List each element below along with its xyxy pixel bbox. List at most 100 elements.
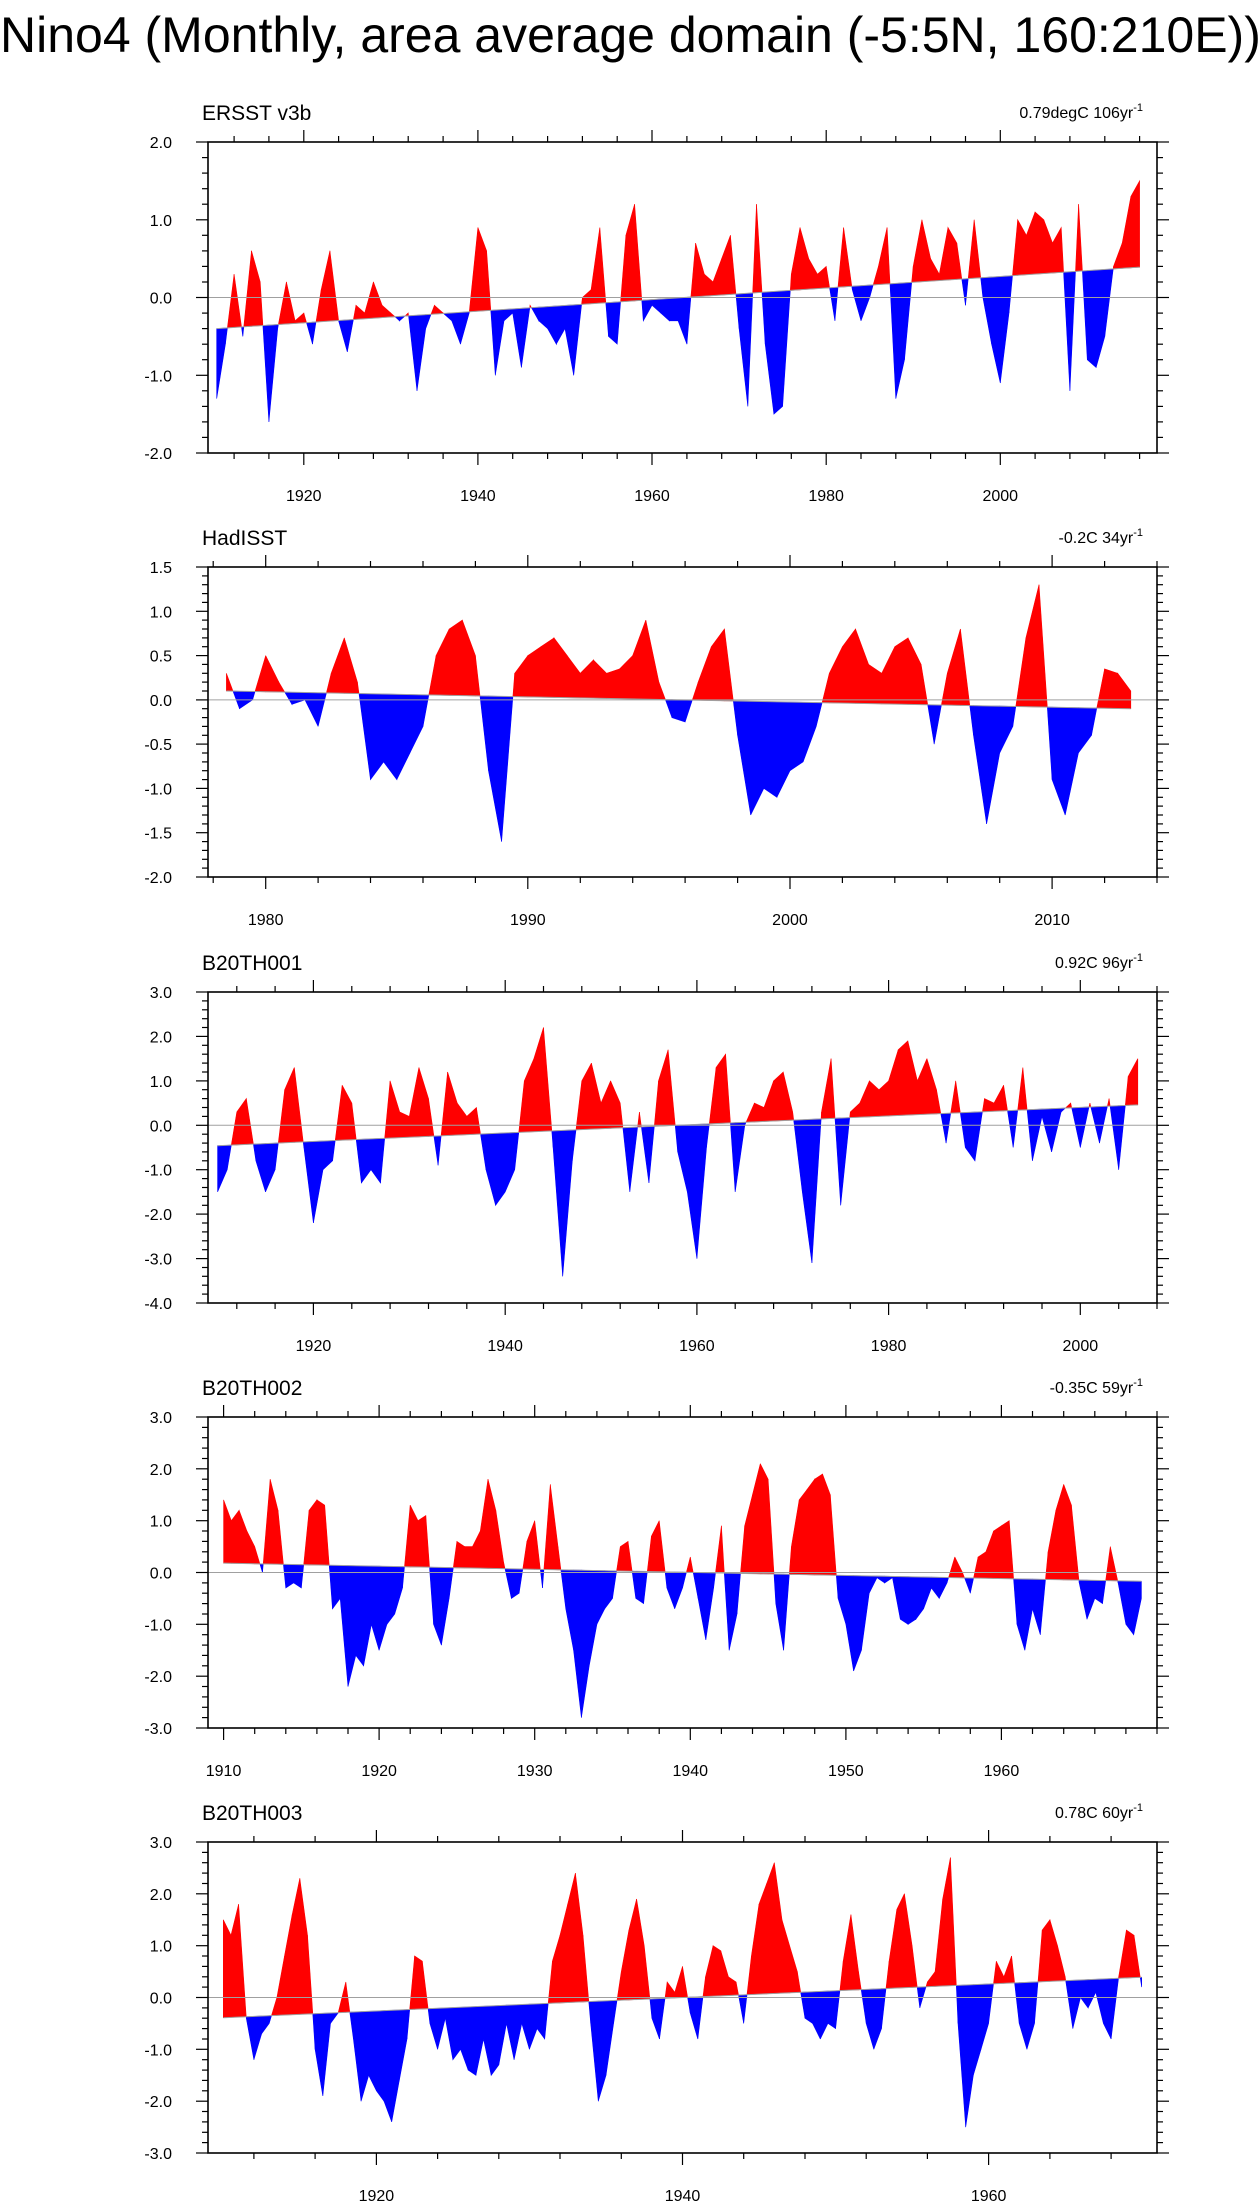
data-segment	[695, 243, 705, 298]
data-segment	[799, 227, 810, 291]
page-title: Nino4 (Monthly, area average domain (-5:…	[0, 7, 1260, 63]
y-tick-label: -1.0	[144, 1617, 172, 1634]
data-segment	[555, 305, 566, 346]
data-segment	[999, 275, 1010, 384]
data-segment	[669, 297, 679, 322]
data-segment	[686, 1556, 691, 1573]
data-segment	[398, 2009, 408, 2081]
data-segment	[1127, 1058, 1139, 1106]
data-segment	[1139, 1977, 1142, 1988]
data-segment	[730, 1122, 736, 1192]
data-segment	[1105, 1546, 1111, 1582]
data-segment	[1087, 1978, 1097, 2009]
data-segment	[433, 1135, 439, 1166]
data-segment	[593, 659, 607, 699]
data-segment	[761, 291, 766, 345]
data-segment	[986, 705, 1001, 824]
trend-line	[216, 266, 1140, 330]
data-segment	[876, 1575, 886, 1584]
data-segment	[752, 1463, 761, 1575]
data-segment	[512, 307, 522, 368]
data-segment	[674, 1124, 679, 1152]
y-tick-label: -2.0	[144, 870, 172, 887]
data-segment	[712, 258, 723, 296]
data-segment	[993, 1525, 1002, 1579]
data-segment	[286, 281, 296, 325]
data-segment	[523, 1058, 535, 1133]
data-segment	[791, 1499, 800, 1575]
data-segment	[402, 1566, 405, 1589]
data-segment	[821, 673, 830, 704]
data-segment	[376, 2010, 385, 2103]
data-segment	[447, 1071, 458, 1136]
data-segment	[930, 257, 940, 282]
data-segment	[1011, 1955, 1015, 1984]
data-segment	[330, 637, 345, 694]
data-segment	[667, 1049, 676, 1127]
y-tick-label: 1.0	[150, 604, 172, 621]
trend-label: 0.78C 60yr	[1055, 1805, 1134, 1822]
data-segment	[456, 1540, 466, 1569]
data-segment	[434, 304, 444, 315]
plot-frame	[207, 566, 1158, 878]
data-segment	[564, 304, 575, 376]
data-segment	[1095, 269, 1106, 368]
data-segment	[684, 699, 693, 723]
data-segment	[619, 1103, 624, 1129]
data-segment	[738, 1994, 745, 2024]
data-segment	[653, 1080, 659, 1127]
data-segment	[840, 1117, 851, 1206]
data-segment	[386, 1566, 396, 1626]
data-segment	[1034, 211, 1045, 275]
x-tick-label: 1920	[296, 1338, 332, 1355]
data-segment	[889, 283, 897, 399]
data-segment	[947, 226, 958, 281]
data-segment	[320, 250, 331, 322]
data-segment	[750, 700, 765, 816]
data-segment	[808, 257, 818, 290]
y-tick-label: 0.0	[150, 291, 172, 308]
data-segment	[724, 628, 734, 702]
data-segment	[1133, 1935, 1141, 1978]
data-segment	[230, 1111, 238, 1146]
data-segment	[744, 1494, 753, 1574]
data-segment	[328, 1565, 333, 1609]
panel-b20th002: -3.0 -2.0 -1.0 0.0 1.0 2.0 3.0 1910 1920 1930 1940…	[144, 1377, 1169, 1780]
data-segment	[303, 1141, 314, 1224]
data-segment	[959, 1112, 966, 1148]
data-segment	[616, 301, 621, 345]
data-segment	[775, 1573, 784, 1651]
x-tick-label: 1940	[460, 488, 496, 505]
data-segment	[1070, 1103, 1073, 1109]
data-segment	[942, 1857, 951, 1987]
data-segment	[927, 704, 935, 745]
data-segment	[338, 319, 348, 352]
data-segment	[552, 1935, 561, 2004]
data-segment	[380, 1137, 386, 1184]
data-segment	[599, 227, 607, 304]
data-segment	[1008, 275, 1013, 314]
data-segment	[428, 655, 437, 696]
data-segment	[1041, 1108, 1052, 1152]
data-segment	[391, 2009, 400, 2122]
data-segment	[705, 1945, 714, 1997]
data-segment	[225, 327, 228, 345]
data-segment	[1130, 179, 1140, 269]
data-segment	[414, 1955, 423, 2010]
data-segment	[363, 1565, 372, 1666]
x-tick-label: 1930	[517, 1763, 553, 1780]
data-segment	[682, 1966, 688, 1998]
data-segment	[674, 1571, 683, 1609]
panel-title: B20TH003	[202, 1802, 302, 1825]
data-segment	[226, 1144, 232, 1170]
data-segment	[408, 1067, 420, 1138]
data-segment	[1046, 706, 1053, 780]
data-segment	[317, 692, 327, 727]
data-segment	[597, 2000, 607, 2102]
data-segment	[658, 681, 666, 700]
data-segment	[421, 1961, 429, 2010]
data-segment	[322, 1140, 333, 1171]
data-segment	[842, 1914, 852, 1991]
data-segment	[409, 1504, 419, 1568]
data-segment	[1078, 1579, 1088, 1620]
